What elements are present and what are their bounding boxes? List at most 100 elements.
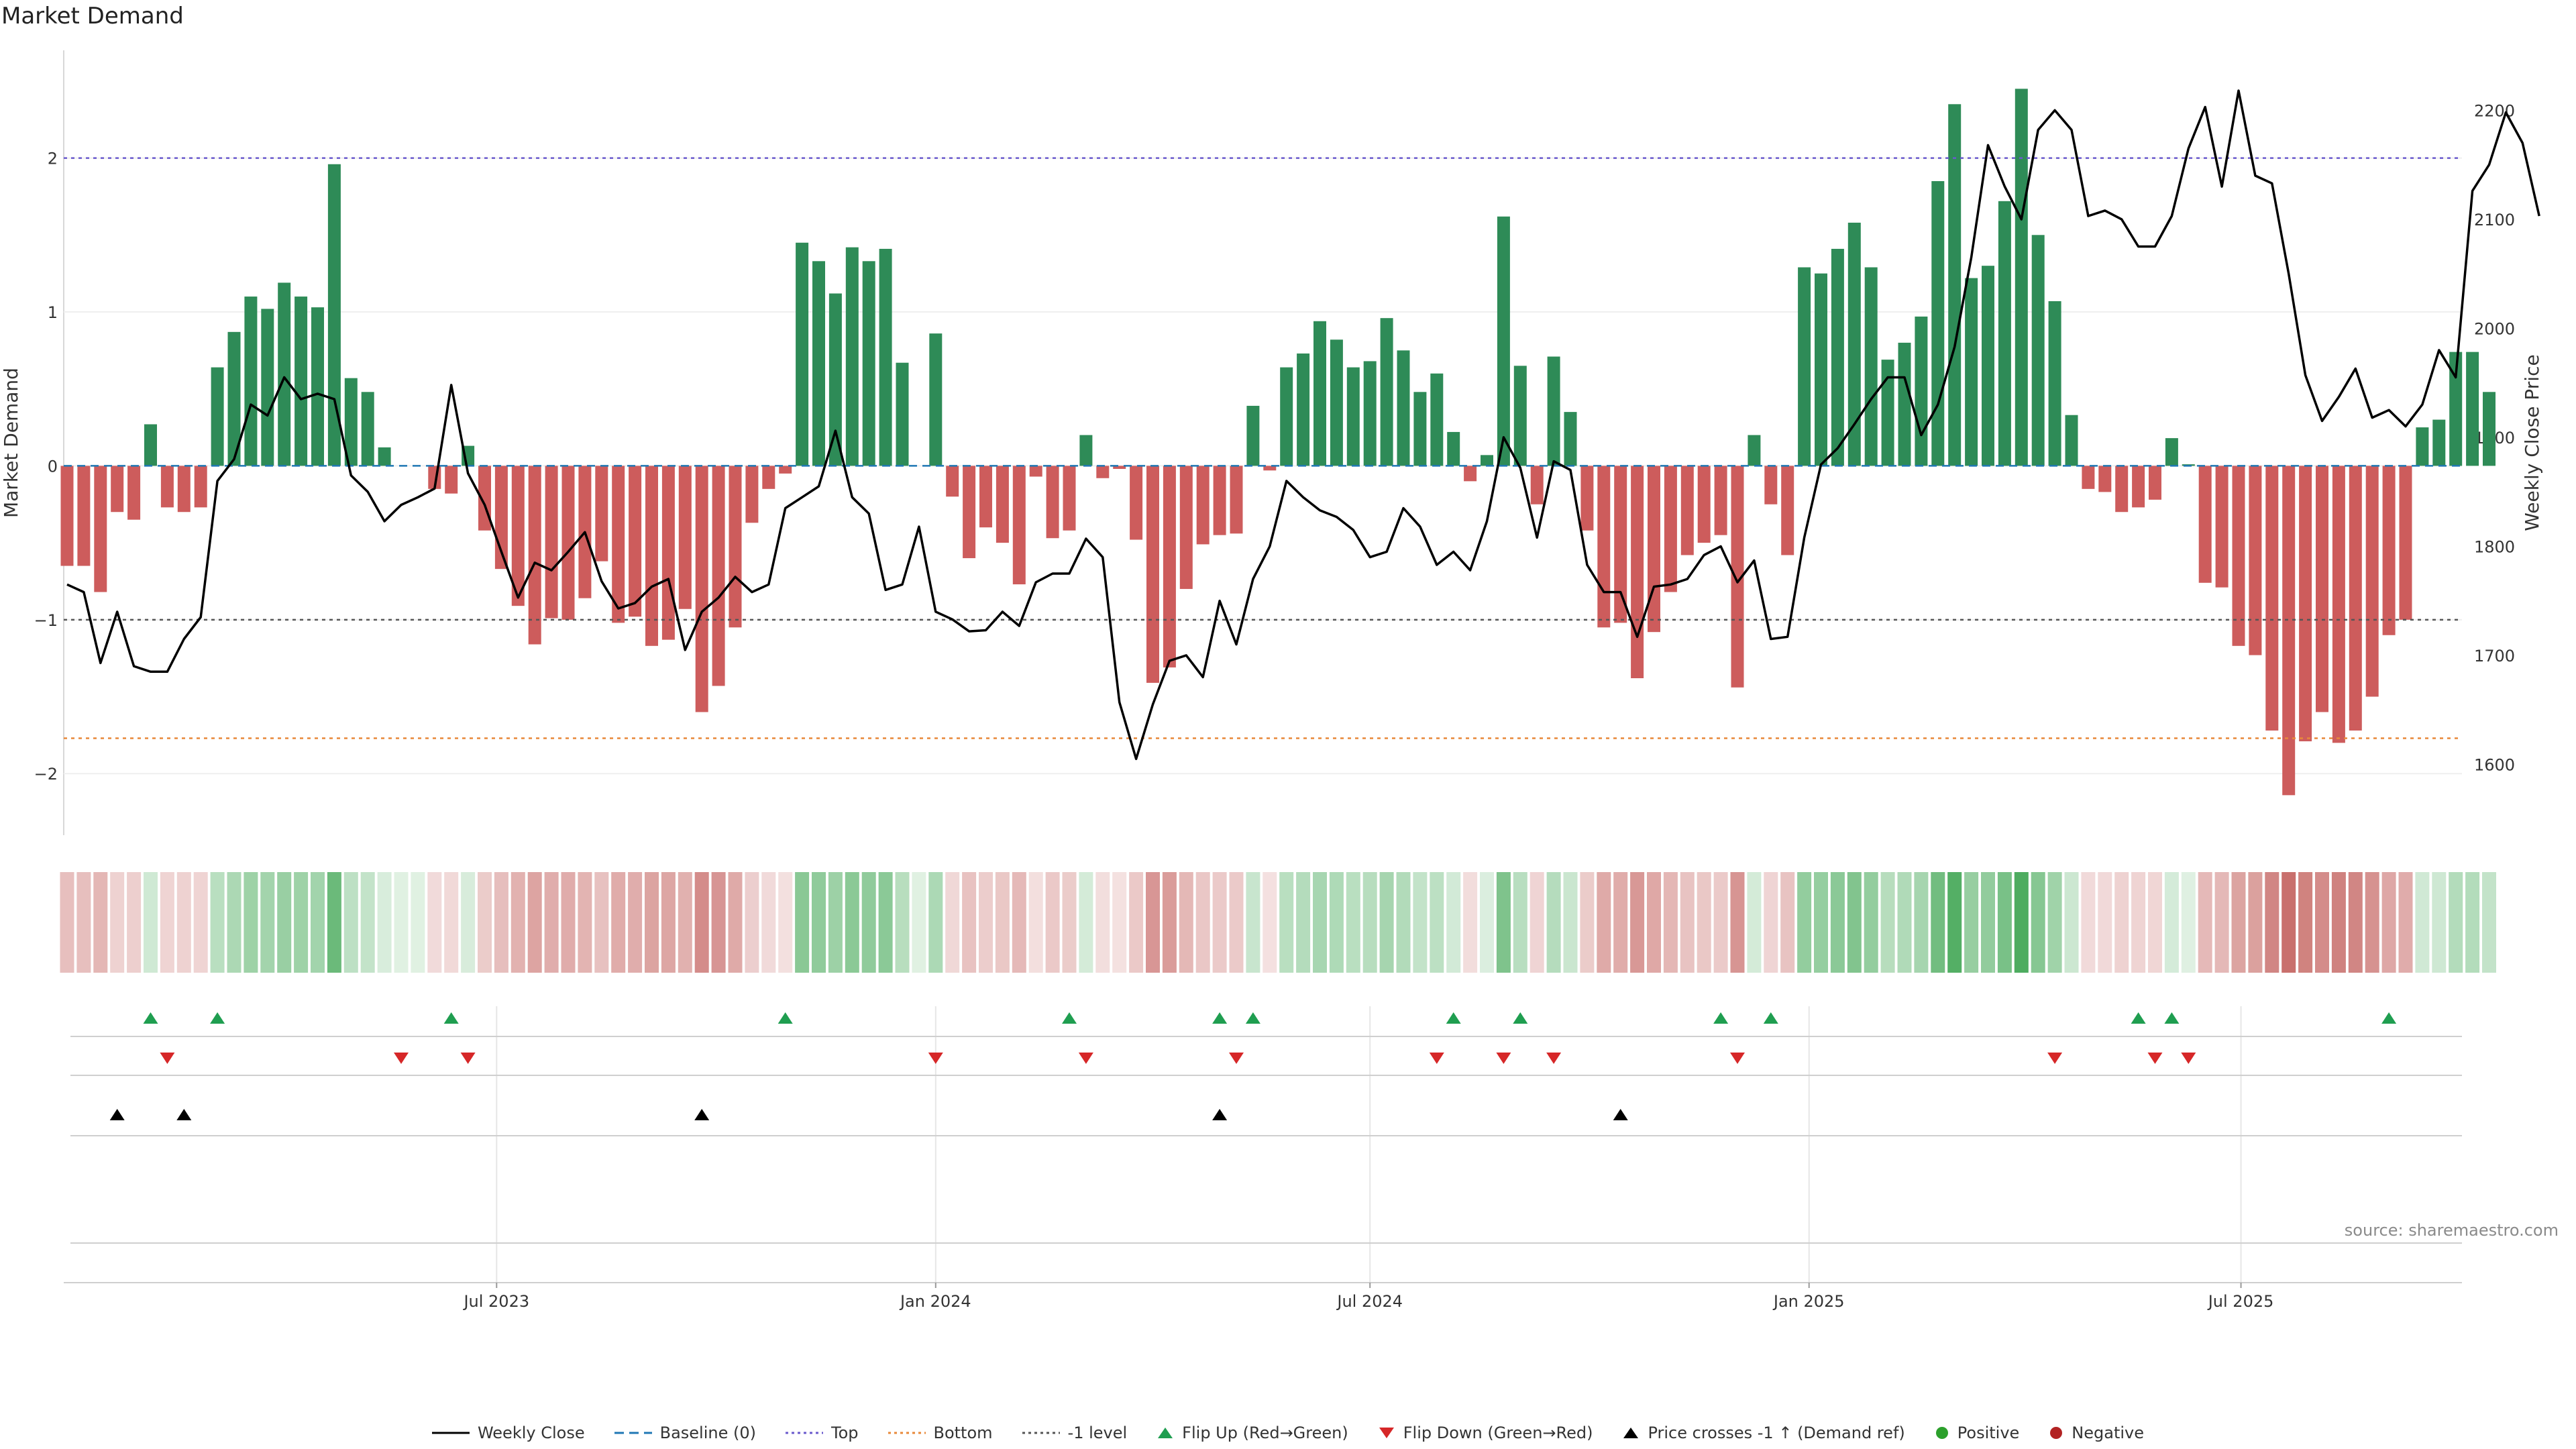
demand-bar [612,466,625,623]
heat-cell [144,872,158,973]
demand-bar [111,466,124,513]
y-tick-label: −2 [34,765,58,784]
demand-bar [1881,360,1894,466]
demand-bar [2432,419,2446,466]
heat-cell [878,872,893,973]
demand-bar [1931,181,1945,466]
demand-bar [361,392,374,466]
heat-cell [1663,872,1678,973]
demand-bar [1580,466,1594,531]
y2-tick-label: 1600 [2474,755,2515,774]
demand-bar [545,466,558,619]
heat-cell [1129,872,1144,973]
heat-cell [1496,872,1511,973]
legend-price-cross: Price crosses -1 ↑ (Demand ref) [1622,1424,1905,1442]
flip-down-marker [1429,1053,1444,1064]
demand-bar [1965,278,1978,466]
heat-cell [1296,872,1311,973]
heat-cell [1981,872,1995,973]
heat-cell [711,872,726,973]
heat-cell [861,872,876,973]
heat-cell [895,872,910,973]
flip-down-marker [460,1053,476,1064]
triangle-up-icon [1158,1428,1173,1438]
flip-down-marker [928,1053,943,1064]
heat-cell [1179,872,1193,973]
demand-bar [2282,466,2296,796]
demand-bar [2449,352,2463,466]
heat-cell [427,872,442,973]
flip-down-marker [1229,1053,1244,1064]
heat-cell [1012,872,1026,973]
heat-cell [260,872,275,973]
heat-cell [2014,872,2029,973]
triangle-down-icon [1379,1428,1394,1438]
heat-cell [2181,872,2196,973]
demand-bar [1246,405,1260,466]
demand-bar [845,247,859,466]
heat-cell [76,872,91,973]
demand-bar [1196,466,1210,545]
heat-cell [795,872,810,973]
legend-bottom: Bottom [888,1424,993,1442]
heat-cell [2432,872,2447,973]
y2-tick-label: 2000 [2474,319,2515,338]
heat-cell [2365,872,2379,973]
heat-cell [1313,872,1327,973]
heat-cell [1379,872,1394,973]
flip-up-marker [1713,1012,1729,1024]
demand-bar [1815,273,1827,466]
heat-cell [478,872,492,973]
flip-up-marker [2164,1012,2180,1024]
demand-bar [1648,466,1660,633]
demand-bar [1280,367,1293,466]
heat-cell [1814,872,1828,973]
legend-label: Flip Up (Red→Green) [1182,1424,1348,1442]
demand-bar [1380,318,1393,466]
flip-down-marker [1730,1053,1745,1064]
demand-bar [2416,427,2429,466]
demand-bar [1313,321,1326,466]
y2-axis-label: Weekly Close Price [2521,354,2543,531]
demand-bar [762,466,775,489]
demand-bar [344,378,358,466]
heat-cell [828,872,843,973]
heat-cell [628,872,643,973]
price-cross-marker [1613,1109,1628,1120]
circle-icon [2050,1427,2063,1439]
demand-bar [862,261,875,466]
demand-bar [94,466,107,592]
heat-cell [2064,872,2079,973]
flip-up-marker [777,1012,793,1024]
heat-cell [2114,872,2129,973]
demand-bar [1998,201,2011,466]
heat-cell [594,872,609,973]
demand-bar [796,242,809,466]
demand-bar [261,309,274,466]
heat-cell [945,872,960,973]
demand-bar [1731,466,1744,688]
heat-cell [1529,872,1544,973]
heat-cell [1446,872,1461,973]
heat-cell [1279,872,1294,973]
demand-bar [1397,350,1410,466]
demand-bar [1664,466,1677,592]
x-tick-label: Jan 2024 [899,1292,971,1311]
y-tick-label: 2 [48,150,58,168]
legend-weekly-close: Weekly Close [431,1424,585,1442]
legend-label: Top [831,1424,859,1442]
heat-cell [1212,872,1227,973]
heat-cell [1964,872,1979,973]
heat-cell [1780,872,1795,973]
demand-bar [1597,466,1611,628]
heat-cell [962,872,977,973]
demand-bar [1631,466,1644,678]
demand-bar [2299,466,2312,742]
heat-cell [1747,872,1762,973]
heat-cell [1647,872,1661,973]
flip-up-marker [210,1012,225,1024]
heat-cell [1880,872,1895,973]
heat-cell [360,872,375,973]
demand-bar [2232,466,2245,646]
heat-cell [2098,872,2112,973]
